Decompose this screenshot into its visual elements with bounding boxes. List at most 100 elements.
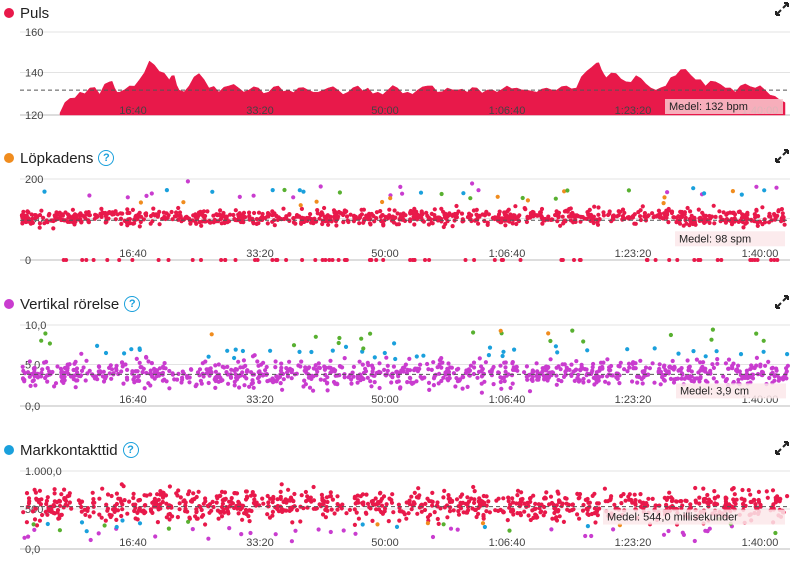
- data-point: [35, 375, 41, 380]
- data-point: [357, 359, 362, 364]
- data-point: [441, 209, 446, 214]
- data-point: [211, 504, 216, 510]
- data-point: [403, 213, 408, 218]
- data-point: [408, 376, 413, 381]
- data-point: [556, 377, 561, 383]
- data-point: [195, 216, 200, 221]
- data-point: [775, 258, 780, 262]
- data-point: [225, 364, 230, 369]
- data-point: [484, 509, 489, 514]
- data-point: [368, 331, 373, 336]
- data-point: [131, 495, 136, 501]
- data-point: [650, 361, 655, 366]
- data-point: [627, 365, 632, 370]
- data-point: [211, 220, 216, 225]
- data-point: [512, 213, 517, 218]
- data-point: [52, 384, 57, 389]
- data-point: [427, 387, 432, 392]
- data-point: [510, 500, 516, 505]
- data-point: [643, 365, 649, 370]
- data-point: [130, 207, 135, 212]
- data-point: [554, 365, 559, 370]
- data-point: [185, 375, 190, 380]
- data-point: [360, 522, 365, 527]
- vertical-oscillation-dot: [4, 299, 14, 309]
- data-point: [172, 377, 177, 382]
- data-point: [25, 370, 31, 375]
- data-point: [605, 374, 610, 379]
- cadence-header: Löpkadens ?: [4, 148, 115, 168]
- data-point: [368, 222, 373, 227]
- data-point: [515, 493, 520, 498]
- data-point: [385, 363, 390, 368]
- data-point: [354, 500, 359, 505]
- data-point: [382, 506, 388, 511]
- data-point: [506, 495, 511, 500]
- expand-icon[interactable]: [775, 2, 789, 16]
- data-point: [708, 499, 714, 504]
- data-point: [41, 215, 46, 220]
- data-point: [328, 217, 333, 222]
- data-point: [28, 383, 33, 388]
- data-point: [69, 506, 74, 511]
- data-point: [119, 513, 124, 519]
- data-point: [374, 216, 379, 221]
- data-point: [103, 518, 108, 523]
- data-point: [607, 209, 612, 214]
- help-icon[interactable]: ?: [98, 150, 115, 166]
- data-point: [776, 375, 782, 380]
- data-point: [505, 518, 510, 523]
- data-point: [550, 516, 555, 521]
- data-point: [662, 495, 667, 500]
- data-point: [412, 490, 417, 495]
- data-point: [30, 379, 35, 384]
- data-point: [535, 515, 540, 520]
- data-point: [33, 383, 38, 388]
- data-point: [252, 501, 257, 506]
- data-point: [354, 510, 359, 515]
- data-point: [361, 500, 366, 505]
- data-point: [336, 258, 341, 262]
- data-point: [384, 355, 389, 360]
- data-point: [672, 365, 677, 370]
- data-point: [75, 370, 80, 375]
- data-point: [663, 368, 668, 373]
- data-point: [325, 499, 330, 505]
- data-point: [698, 374, 703, 380]
- data-point: [265, 493, 270, 499]
- data-point: [602, 486, 608, 491]
- data-point: [642, 211, 648, 216]
- data-point: [268, 496, 273, 501]
- data-point: [429, 367, 434, 372]
- help-icon[interactable]: ?: [124, 296, 141, 312]
- data-point: [341, 212, 346, 217]
- data-point: [688, 505, 694, 510]
- data-point: [153, 534, 158, 539]
- data-point: [439, 365, 444, 370]
- data-point: [741, 214, 747, 219]
- data-point: [344, 214, 350, 219]
- data-point: [174, 491, 179, 496]
- data-point: [219, 221, 224, 226]
- data-point: [556, 210, 562, 215]
- data-point: [32, 374, 37, 379]
- data-point: [351, 374, 356, 379]
- data-point: [703, 496, 708, 501]
- data-point: [101, 211, 106, 216]
- data-point: [703, 366, 708, 371]
- data-point: [495, 194, 500, 199]
- data-point: [760, 205, 765, 210]
- data-point: [357, 221, 362, 226]
- data-point: [378, 209, 383, 214]
- expand-icon[interactable]: [775, 149, 789, 163]
- data-point: [290, 520, 295, 525]
- data-point: [251, 221, 256, 226]
- x-tick-label: 1:23:20: [615, 248, 652, 260]
- data-point: [214, 212, 219, 217]
- data-point: [595, 222, 601, 227]
- data-point: [689, 378, 694, 383]
- data-point: [59, 492, 64, 497]
- expand-icon[interactable]: [775, 295, 789, 309]
- expand-icon[interactable]: [775, 441, 789, 455]
- help-icon[interactable]: ?: [122, 442, 139, 458]
